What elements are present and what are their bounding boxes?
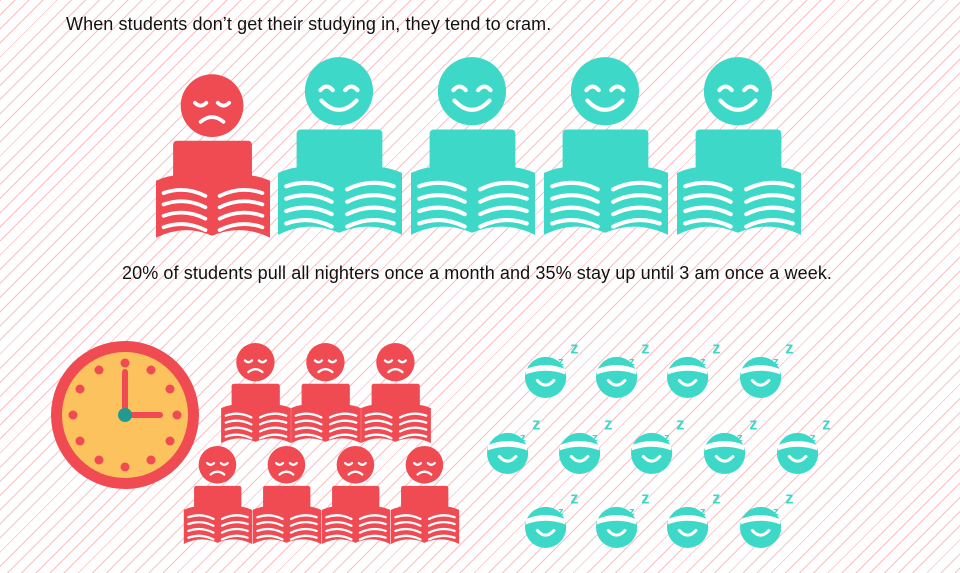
- cramming-student-icon: [219, 341, 293, 445]
- happy-student-icon: [411, 57, 535, 235]
- sleeping-head-icon: [523, 488, 581, 550]
- cramming-group: [182, 341, 461, 546]
- sleeping-head-icon: [594, 338, 652, 400]
- sleeping-group: [485, 338, 833, 550]
- cramming-student-icon: [154, 72, 272, 240]
- happy-student-icon: [677, 57, 801, 235]
- sleeping-head-icon: [523, 338, 581, 400]
- happy-student-icon: [544, 57, 668, 235]
- sleeping-head-icon: [775, 414, 833, 476]
- sleeping-head-icon: [665, 338, 723, 400]
- cramming-student-icon: [359, 341, 433, 445]
- sleeping-head-icon: [702, 414, 760, 476]
- headline: When students don’t get their studying i…: [66, 14, 552, 34]
- sleeping-head-icon: [665, 488, 723, 550]
- cramming-student-icon: [182, 444, 254, 546]
- cramming-student-icon: [289, 341, 363, 445]
- cramming-student-icon: [389, 444, 461, 546]
- sleeping-head-icon: [738, 338, 796, 400]
- sleeping-head-icon: [738, 488, 796, 550]
- sleeping-head-icon: [557, 414, 615, 476]
- cramming-student-icon: [320, 444, 392, 546]
- happy-student-icon: [278, 57, 402, 235]
- sleeping-head-icon: [629, 414, 687, 476]
- sleeping-head-icon: [594, 488, 652, 550]
- clock-icon: [51, 341, 199, 489]
- cramming-student-icon: [251, 444, 323, 546]
- row-one: [154, 57, 801, 240]
- statistic-text: 20% of students pull all nighters once a…: [122, 263, 833, 283]
- sleeping-head-icon: [485, 414, 543, 476]
